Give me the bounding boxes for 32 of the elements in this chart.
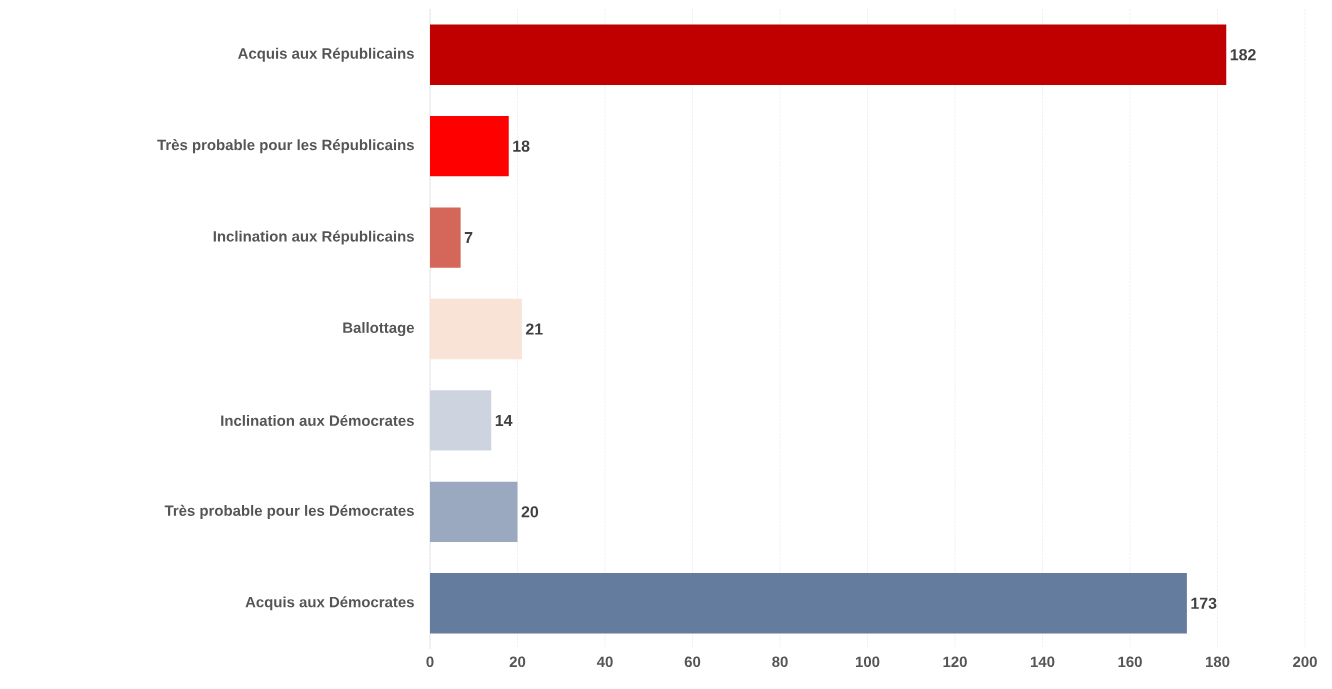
y-tick-label: Ballottage <box>343 322 415 337</box>
y-tick-label: Inclination aux Républicains <box>213 230 414 245</box>
x-tick-label: 120 <box>943 656 967 668</box>
x-tick-label: 40 <box>596 656 613 668</box>
data-label: 182 <box>1230 49 1256 61</box>
bar <box>430 573 1187 634</box>
y-tick-label: Inclination aux Démocrates <box>221 414 414 426</box>
x-tick-label: 200 <box>1293 656 1317 668</box>
x-tick-label: 140 <box>1030 656 1055 668</box>
data-label: 173 <box>1191 597 1217 609</box>
bar <box>430 298 522 360</box>
y-tick-label: Très probable pour les Démocrates <box>164 504 414 519</box>
bar <box>430 481 518 543</box>
data-label: 20 <box>521 506 539 518</box>
data-label: 7 <box>464 232 473 244</box>
x-tick-label: 20 <box>509 656 526 668</box>
y-tick-label: Très probable pour les Républicains <box>157 139 414 154</box>
x-tick-label: 160 <box>1118 656 1142 668</box>
data-label: 21 <box>525 323 543 335</box>
x-tick-label: 80 <box>772 656 788 668</box>
x-tick-label: 100 <box>855 656 880 668</box>
x-tick-label: 60 <box>684 656 701 668</box>
y-tick-label: Acquis aux Démocrates <box>245 596 414 611</box>
x-tick-label: 180 <box>1205 656 1230 668</box>
y-tick-label: Acquis aux Républicains <box>238 47 414 62</box>
data-label: 18 <box>513 140 530 152</box>
data-label: 14 <box>495 414 513 426</box>
bar <box>430 390 492 451</box>
bar <box>430 24 1227 85</box>
bar <box>430 115 509 177</box>
x-tick-label: 0 <box>426 656 434 668</box>
bar <box>430 207 461 268</box>
